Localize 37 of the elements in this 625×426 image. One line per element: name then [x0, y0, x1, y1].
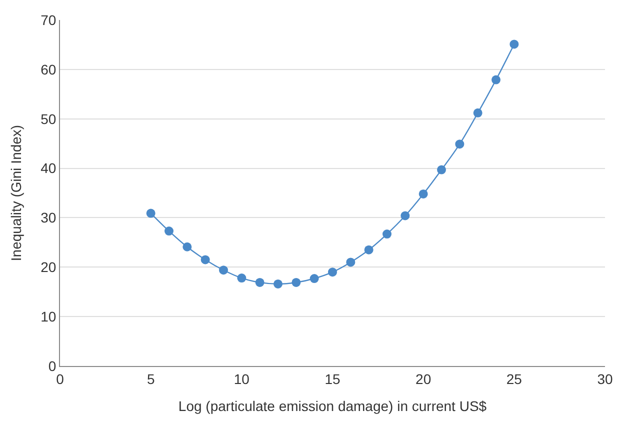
y-tick-label: 0	[48, 358, 56, 374]
point	[255, 278, 264, 287]
point	[310, 274, 319, 284]
x-tick-label: 20	[416, 370, 432, 387]
y-tick-label: 70	[40, 12, 56, 28]
point	[364, 245, 374, 254]
point	[382, 230, 392, 239]
y-tick-label: 50	[40, 110, 56, 127]
x-tick-label: 30	[597, 370, 613, 387]
point	[237, 274, 246, 283]
point	[292, 278, 301, 287]
point	[274, 279, 282, 288]
y-tick-label: 60	[40, 61, 56, 78]
point	[510, 40, 519, 49]
y-tick-label: 20	[40, 259, 56, 276]
point	[437, 165, 446, 174]
x-axis-title: Log (particulate emission damage) in current US$	[178, 398, 487, 414]
point	[418, 189, 428, 198]
x-tick-label: 5	[146, 370, 155, 387]
point	[346, 258, 356, 267]
point	[328, 268, 337, 277]
point	[400, 211, 410, 220]
y-tick-label: 30	[40, 210, 56, 226]
point	[492, 75, 500, 84]
point	[146, 208, 156, 218]
point	[473, 108, 482, 118]
x-tick-label: 25	[506, 370, 522, 387]
point	[200, 255, 210, 264]
point	[219, 266, 228, 275]
y-axis-title: Inequality (Gini Index)	[8, 124, 24, 262]
y-tick-label: 10	[40, 308, 56, 324]
point	[182, 242, 192, 252]
y-tick-label: 40	[40, 160, 56, 176]
x-tick-label: 10	[234, 370, 250, 387]
x-tick-label: 15	[324, 370, 340, 387]
point	[164, 226, 174, 236]
point	[455, 140, 464, 149]
